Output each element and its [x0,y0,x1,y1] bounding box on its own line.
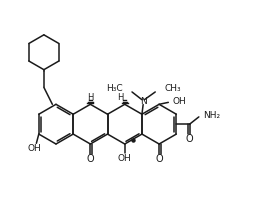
Text: O: O [86,153,94,163]
Text: O: O [186,134,193,144]
Text: O: O [155,153,163,163]
Text: OH: OH [118,153,132,163]
Text: OH: OH [28,144,41,153]
Text: H: H [117,93,124,102]
Text: H₃C: H₃C [106,84,122,93]
Text: H: H [87,93,93,102]
Text: NH₂: NH₂ [203,111,220,120]
Text: OH: OH [172,97,186,106]
Text: CH₃: CH₃ [165,84,182,93]
Text: N: N [140,97,146,106]
